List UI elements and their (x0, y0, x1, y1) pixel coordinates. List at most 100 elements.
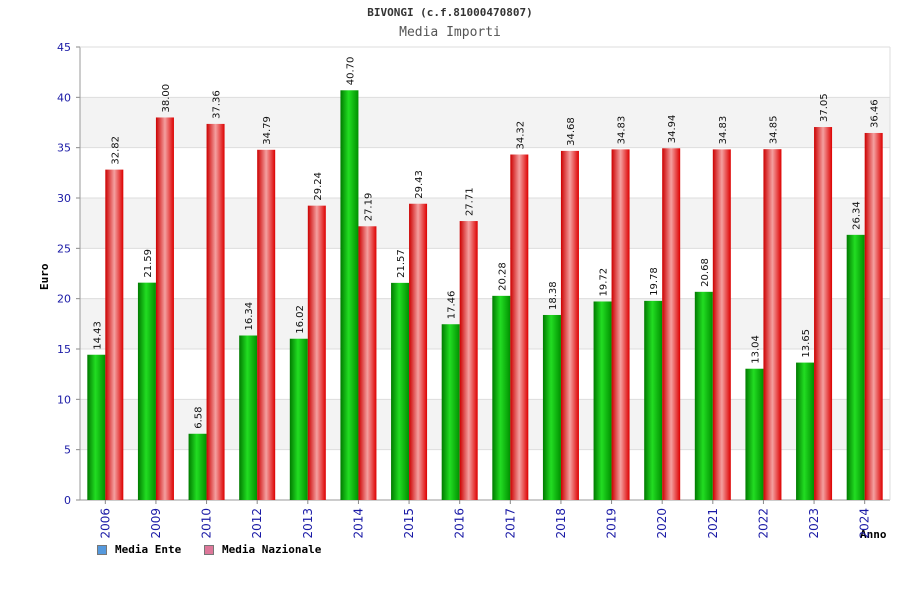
data-label: 37.05 (819, 93, 830, 122)
legend-label: Media Ente (115, 543, 182, 556)
data-label: 34.32 (515, 121, 526, 150)
data-label: 14.43 (92, 321, 103, 350)
y-tick-label: 30 (57, 192, 71, 205)
chart-title: BIVONGI (c.f.81000470807) (367, 6, 533, 19)
bar-media-nazionale (358, 226, 377, 500)
x-tick-label: 2006 (98, 508, 112, 539)
bar-media-ente (593, 301, 612, 500)
bar-media-ente (492, 295, 511, 500)
bar-media-nazionale (206, 123, 225, 500)
y-tick-label: 25 (57, 242, 71, 255)
x-tick-label: 2014 (351, 508, 365, 539)
bar-media-nazionale (510, 154, 529, 500)
x-tick-label: 2009 (149, 508, 163, 539)
bar-media-nazionale (814, 127, 833, 500)
bar-media-ente (239, 335, 258, 500)
bar-media-nazionale (257, 149, 276, 500)
data-label: 13.65 (801, 329, 812, 358)
data-label: 32.82 (110, 136, 121, 165)
data-label: 29.24 (313, 172, 324, 201)
x-tick-label: 2024 (858, 508, 872, 539)
bar-media-nazionale (763, 149, 782, 500)
data-label: 26.34 (852, 201, 863, 230)
data-label: 20.28 (497, 262, 508, 291)
data-label: 13.04 (750, 335, 761, 364)
legend-label: Media Nazionale (222, 543, 322, 556)
legend-item-media-ente: Media Ente (97, 543, 181, 556)
bar-media-ente (188, 433, 207, 500)
legend-item-media-nazionale: Media Nazionale (204, 543, 321, 556)
y-tick-label: 45 (57, 41, 71, 54)
data-label: 21.59 (143, 249, 154, 278)
data-label: 34.83 (617, 116, 628, 145)
x-tick-label: 2012 (250, 508, 264, 539)
data-label: 19.78 (649, 267, 660, 296)
bar-media-ente (289, 338, 308, 500)
bar-media-nazionale (662, 148, 681, 500)
bar-media-ente (644, 300, 663, 500)
x-tick-label: 2017 (503, 508, 517, 539)
y-tick-label: 15 (57, 343, 71, 356)
bar-media-ente (796, 362, 815, 500)
data-label: 40.70 (345, 57, 356, 86)
data-label: 29.43 (414, 170, 425, 199)
bar-media-nazionale (712, 149, 731, 501)
bar-media-ente (441, 324, 460, 500)
legend-swatch-icon (204, 544, 214, 555)
bar-media-ente (745, 368, 764, 500)
data-label: 27.19 (363, 193, 374, 222)
y-tick-label: 0 (64, 494, 71, 507)
data-label: 20.68 (700, 258, 711, 287)
bar-media-nazionale (105, 169, 124, 500)
bar-media-ente (846, 234, 865, 500)
y-tick-label: 20 (57, 293, 71, 306)
data-label: 34.94 (667, 115, 678, 144)
data-label: 36.46 (870, 99, 881, 128)
data-label: 27.71 (465, 187, 476, 216)
bar-media-nazionale (307, 205, 326, 500)
x-tick-label: 2013 (301, 508, 315, 539)
data-label: 16.34 (244, 302, 255, 331)
bar-media-nazionale (611, 149, 630, 501)
y-tick-label: 35 (57, 142, 71, 155)
data-label: 34.68 (566, 117, 577, 146)
x-tick-label: 2010 (200, 508, 214, 539)
data-label: 16.02 (295, 305, 306, 334)
bar-media-ente (694, 291, 713, 500)
x-tick-label: 2023 (807, 508, 821, 539)
x-tick-label: 2022 (756, 508, 770, 539)
data-label: 34.79 (262, 116, 273, 145)
data-label: 18.38 (548, 281, 559, 310)
bar-media-nazionale (155, 117, 174, 500)
bar-media-ente (340, 90, 359, 500)
bar-media-nazionale (864, 132, 883, 500)
bar-media-nazionale (459, 221, 478, 500)
data-label: 21.57 (396, 249, 407, 278)
x-tick-label: 2018 (554, 508, 568, 539)
x-tick-label: 2021 (706, 508, 720, 539)
x-tick-label: 2020 (655, 508, 669, 539)
bar-media-nazionale (560, 150, 579, 500)
data-label: 34.85 (768, 116, 779, 145)
bar-media-ente (542, 314, 561, 500)
bar-media-ente (391, 282, 410, 500)
data-label: 38.00 (161, 84, 172, 113)
bar-media-ente (137, 282, 156, 500)
data-label: 37.36 (212, 90, 223, 119)
data-label: 17.46 (447, 291, 458, 320)
chart-subtitle: Media Importi (399, 25, 501, 40)
x-axis-label: Anno (860, 528, 887, 541)
data-label: 34.83 (718, 116, 729, 145)
bar-media-ente (87, 354, 106, 500)
bar-media-nazionale (409, 203, 428, 500)
legend-swatch-icon (97, 544, 107, 555)
data-label: 6.58 (194, 406, 205, 428)
data-label: 19.72 (599, 268, 610, 297)
y-tick-label: 10 (57, 393, 71, 406)
x-tick-label: 2015 (402, 508, 416, 539)
x-tick-label: 2019 (605, 508, 619, 539)
y-tick-label: 40 (57, 91, 71, 104)
x-tick-label: 2016 (453, 508, 467, 539)
